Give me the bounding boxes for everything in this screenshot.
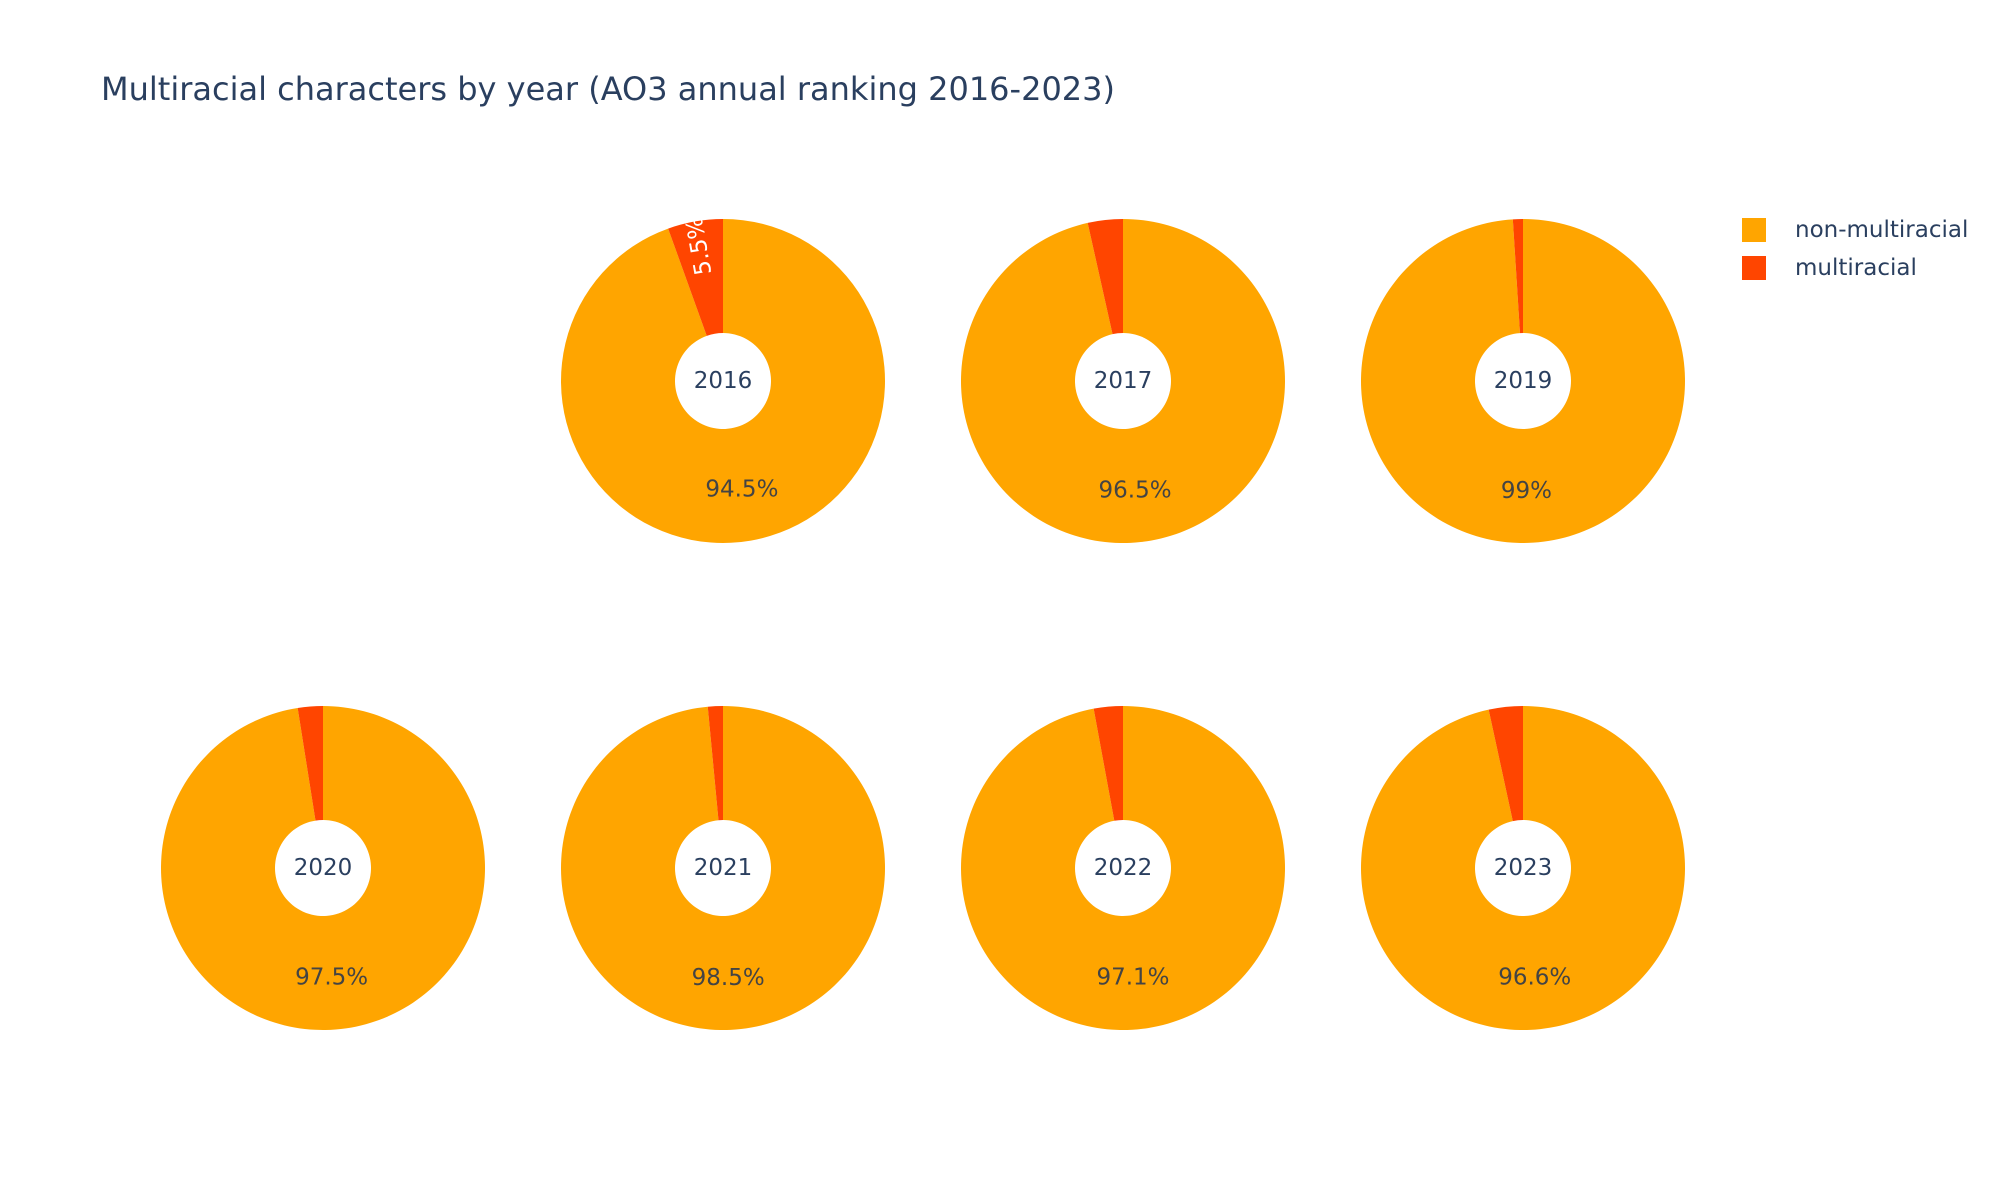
slice-2021-multiracial[interactable] [707,706,723,821]
pie-2019[interactable]: 99% 2019 [1360,219,1685,544]
slice-2019-multiracial[interactable] [1512,219,1523,334]
legend-label-non-multiracial: non-multiracial [1795,217,1968,243]
slice-label-2021-non-multiracial: 98.5% [692,965,765,991]
slice-2019-non-multiracial[interactable] [1360,219,1685,544]
pie-center-label-2017: 2017 [1094,368,1153,394]
pie-center-label-2023: 2023 [1494,855,1553,881]
slice-2017-multiracial[interactable] [1087,219,1123,335]
pie-center-label-2022: 2022 [1094,855,1153,881]
slice-2021-non-multiracial[interactable] [560,706,885,1030]
pie-center-label-2016: 2016 [694,368,753,394]
pie-2017[interactable]: 96.5% 2017 [961,219,1285,544]
slice-label-2020-non-multiracial: 97.5% [295,965,368,991]
pie-2023[interactable]: 96.6% 2023 [1361,706,1685,1030]
legend-label-multiracial: multiracial [1795,255,1917,281]
pie-2016[interactable]: 94.5%5.5%2016 [561,215,885,543]
pie-2021[interactable]: 98.5% 2021 [560,706,885,1030]
legend[interactable]: non-multiracial multiracial [1742,217,1968,281]
pie-2022[interactable]: 97.1% 2022 [961,706,1286,1030]
pie-center-label-2020: 2020 [294,855,353,881]
legend-item-multiracial[interactable]: multiracial [1742,255,1917,281]
slice-2016-multiracial[interactable] [668,219,723,336]
slice-label-2023-non-multiracial: 96.6% [1498,964,1571,990]
pies-layer: 94.5%5.5%2016 96.5% 2017 99% 2019 97.5% 2020 98… [161,215,1685,1030]
legend-item-non-multiracial[interactable]: non-multiracial [1742,217,1968,243]
slice-2023-multiracial[interactable] [1488,706,1523,822]
pie-2020[interactable]: 97.5% 2020 [161,706,486,1030]
slice-2023-non-multiracial[interactable] [1361,706,1685,1030]
slice-2016-non-multiracial[interactable] [561,219,885,543]
slice-label-2016-non-multiracial: 94.5% [705,476,778,502]
slice-label-2017-non-multiracial: 96.5% [1099,477,1172,503]
slice-2022-multiracial[interactable] [1093,706,1123,821]
legend-swatch-multiracial [1742,256,1766,280]
chart-title: Multiracial characters by year (AO3 annu… [101,70,1115,108]
slice-label-2022-non-multiracial: 97.1% [1096,965,1169,991]
slice-2022-non-multiracial[interactable] [961,706,1286,1030]
pie-center-label-2019: 2019 [1494,368,1553,394]
pie-center-label-2021: 2021 [694,855,753,881]
slice-2020-multiracial[interactable] [297,706,323,821]
slice-label-2019-non-multiracial: 99% [1501,478,1552,504]
slice-2017-non-multiracial[interactable] [961,219,1285,544]
legend-swatch-non-multiracial [1742,218,1766,242]
slice-2020-non-multiracial[interactable] [161,706,486,1030]
